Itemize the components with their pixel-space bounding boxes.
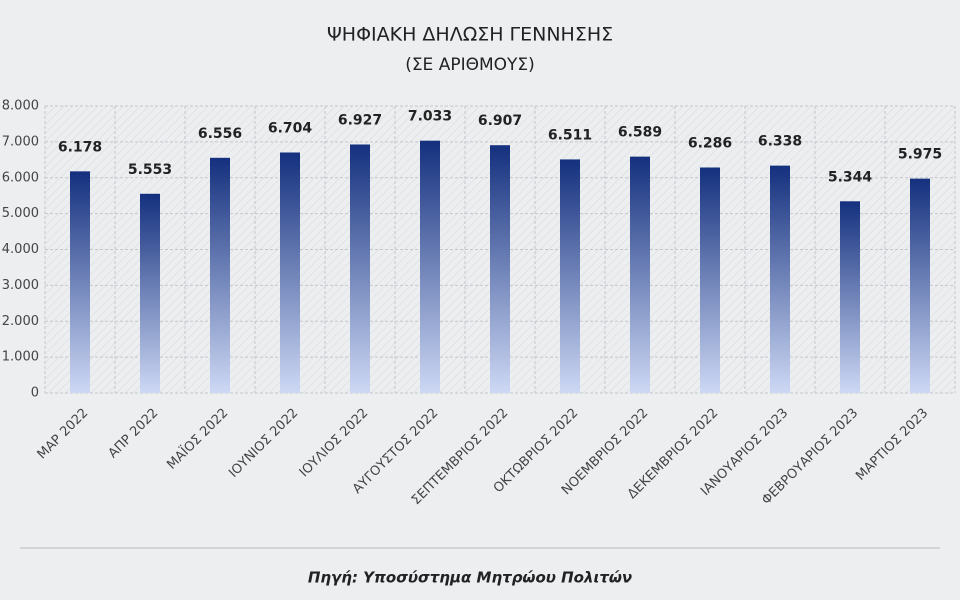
- bar: [840, 201, 860, 393]
- value-label: 6.338: [758, 134, 802, 150]
- bar: [350, 144, 370, 393]
- x-tick-label: ΜΑΡ 2022: [35, 406, 92, 463]
- x-tick-label: ΙΟΥΛΙΟΣ 2022: [297, 406, 372, 481]
- value-label: 5.975: [898, 147, 942, 163]
- value-label: 6.704: [268, 120, 313, 136]
- x-tick-label: ΜΑΡΤΙΟΣ 2023: [853, 406, 931, 484]
- bar: [210, 157, 230, 393]
- source: Πηγή: Υποσύστημα Μητρώου Πολιτών: [308, 569, 632, 587]
- bar: [490, 145, 510, 393]
- y-tick-label: 5.000: [2, 206, 39, 221]
- bar: [910, 178, 930, 393]
- bar: [560, 159, 580, 393]
- bar: [770, 165, 790, 393]
- bar: [700, 167, 720, 393]
- value-label: 6.286: [688, 135, 732, 151]
- value-label: 6.927: [338, 112, 382, 128]
- value-label: 6.511: [548, 127, 592, 143]
- value-label: 6.907: [478, 113, 522, 129]
- y-tick-label: 3.000: [2, 278, 39, 293]
- y-tick-label: 7.000: [2, 134, 39, 149]
- y-tick-label: 0: [31, 386, 39, 401]
- y-tick-label: 6.000: [2, 170, 39, 185]
- x-tick-label: ΜΑΪΟΣ 2022: [164, 405, 232, 473]
- value-label: 6.556: [198, 126, 242, 142]
- bar: [630, 156, 650, 393]
- y-tick-label: 1.000: [2, 350, 39, 365]
- bar: [140, 193, 160, 393]
- y-tick-label: 2.000: [2, 314, 39, 329]
- bar: [280, 152, 300, 393]
- x-tick-label: ΙΟΥΝΙΟΣ 2022: [226, 406, 301, 481]
- bar: [420, 140, 440, 393]
- y-tick-label: 8.000: [2, 99, 39, 114]
- chart-title: ΨΗΦΙΑΚΗ ΔΗΛΩΣΗ ΓΕΝΝΗΣΗΣ: [327, 24, 613, 46]
- value-label: 5.344: [828, 169, 873, 185]
- chart-subtitle: (ΣΕ ΑΡΙΘΜΟΥΣ): [405, 55, 535, 75]
- value-label: 6.178: [58, 139, 102, 155]
- x-tick-label: ΑΠΡ 2022: [106, 406, 162, 462]
- value-label: 6.589: [618, 125, 662, 141]
- y-tick-label: 4.000: [2, 242, 39, 257]
- value-label: 5.553: [128, 162, 172, 178]
- value-label: 7.033: [408, 109, 452, 125]
- bar: [70, 171, 90, 393]
